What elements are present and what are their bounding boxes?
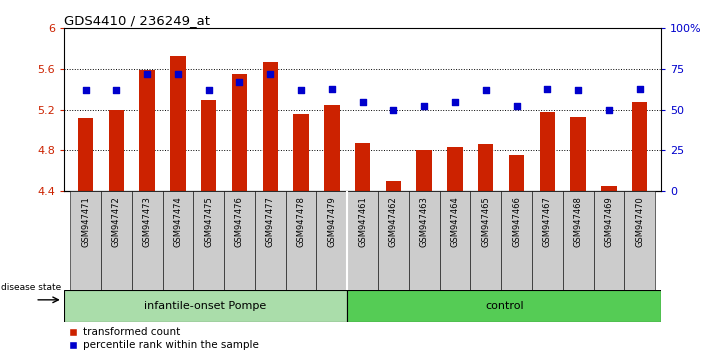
Point bbox=[80, 87, 91, 93]
FancyBboxPatch shape bbox=[163, 191, 193, 292]
Text: GDS4410 / 236249_at: GDS4410 / 236249_at bbox=[64, 14, 210, 27]
Text: infantile-onset Pompe: infantile-onset Pompe bbox=[144, 301, 267, 311]
Text: GSM947473: GSM947473 bbox=[143, 196, 151, 247]
Point bbox=[510, 104, 522, 109]
Text: GSM947474: GSM947474 bbox=[173, 196, 183, 247]
Bar bbox=[201, 99, 216, 191]
Point bbox=[111, 87, 122, 93]
FancyBboxPatch shape bbox=[286, 191, 316, 292]
FancyBboxPatch shape bbox=[501, 191, 532, 292]
Bar bbox=[109, 110, 124, 191]
Point bbox=[264, 71, 276, 77]
Text: GSM947468: GSM947468 bbox=[574, 196, 582, 247]
Bar bbox=[632, 102, 648, 191]
Text: GSM947463: GSM947463 bbox=[419, 196, 429, 247]
Text: GSM947472: GSM947472 bbox=[112, 196, 121, 247]
FancyBboxPatch shape bbox=[347, 290, 661, 322]
Bar bbox=[139, 70, 155, 191]
Bar bbox=[77, 118, 93, 191]
Text: control: control bbox=[485, 301, 523, 311]
Text: GSM947466: GSM947466 bbox=[512, 196, 521, 247]
Bar bbox=[385, 181, 401, 191]
Text: GSM947477: GSM947477 bbox=[266, 196, 274, 247]
Text: GSM947475: GSM947475 bbox=[204, 196, 213, 247]
FancyBboxPatch shape bbox=[132, 191, 163, 292]
Bar bbox=[262, 62, 278, 191]
Text: GSM947465: GSM947465 bbox=[481, 196, 491, 247]
Text: GSM947469: GSM947469 bbox=[604, 196, 614, 247]
Bar bbox=[602, 186, 616, 191]
Text: GSM947462: GSM947462 bbox=[389, 196, 398, 247]
Point bbox=[234, 79, 245, 85]
Point bbox=[449, 99, 461, 104]
Point bbox=[141, 71, 153, 77]
FancyBboxPatch shape bbox=[378, 191, 409, 292]
FancyBboxPatch shape bbox=[409, 191, 439, 292]
Text: GSM947471: GSM947471 bbox=[81, 196, 90, 247]
Bar bbox=[232, 74, 247, 191]
Text: GSM947461: GSM947461 bbox=[358, 196, 367, 247]
FancyBboxPatch shape bbox=[347, 191, 378, 292]
Text: GSM947476: GSM947476 bbox=[235, 196, 244, 247]
Point bbox=[326, 86, 338, 91]
FancyBboxPatch shape bbox=[624, 191, 655, 292]
Text: GSM947467: GSM947467 bbox=[542, 196, 552, 247]
Point bbox=[419, 104, 430, 109]
Point bbox=[172, 71, 183, 77]
Text: GSM947470: GSM947470 bbox=[635, 196, 644, 247]
FancyBboxPatch shape bbox=[193, 191, 224, 292]
Legend: transformed count, percentile rank within the sample: transformed count, percentile rank withi… bbox=[69, 327, 259, 350]
Text: GSM947464: GSM947464 bbox=[451, 196, 459, 247]
Point bbox=[634, 86, 646, 91]
FancyBboxPatch shape bbox=[532, 191, 562, 292]
Text: GSM947478: GSM947478 bbox=[296, 196, 306, 247]
Bar bbox=[417, 150, 432, 191]
Bar bbox=[294, 114, 309, 191]
FancyBboxPatch shape bbox=[316, 191, 347, 292]
Point bbox=[203, 87, 215, 93]
Bar bbox=[509, 155, 524, 191]
Point bbox=[357, 99, 368, 104]
FancyBboxPatch shape bbox=[562, 191, 594, 292]
FancyBboxPatch shape bbox=[70, 191, 101, 292]
FancyBboxPatch shape bbox=[64, 290, 347, 322]
FancyBboxPatch shape bbox=[224, 191, 255, 292]
FancyBboxPatch shape bbox=[594, 191, 624, 292]
FancyBboxPatch shape bbox=[255, 191, 286, 292]
Text: GSM947479: GSM947479 bbox=[327, 196, 336, 247]
Bar bbox=[478, 144, 493, 191]
Point bbox=[387, 107, 399, 113]
Text: disease state: disease state bbox=[1, 283, 62, 292]
Point bbox=[603, 107, 614, 113]
Point bbox=[542, 86, 553, 91]
Point bbox=[295, 87, 306, 93]
Point bbox=[480, 87, 491, 93]
Bar bbox=[170, 56, 186, 191]
Bar bbox=[324, 105, 340, 191]
FancyBboxPatch shape bbox=[471, 191, 501, 292]
Point bbox=[572, 87, 584, 93]
FancyBboxPatch shape bbox=[439, 191, 471, 292]
Bar bbox=[355, 143, 370, 191]
Bar bbox=[540, 112, 555, 191]
Bar bbox=[447, 147, 463, 191]
FancyBboxPatch shape bbox=[101, 191, 132, 292]
Bar bbox=[570, 117, 586, 191]
